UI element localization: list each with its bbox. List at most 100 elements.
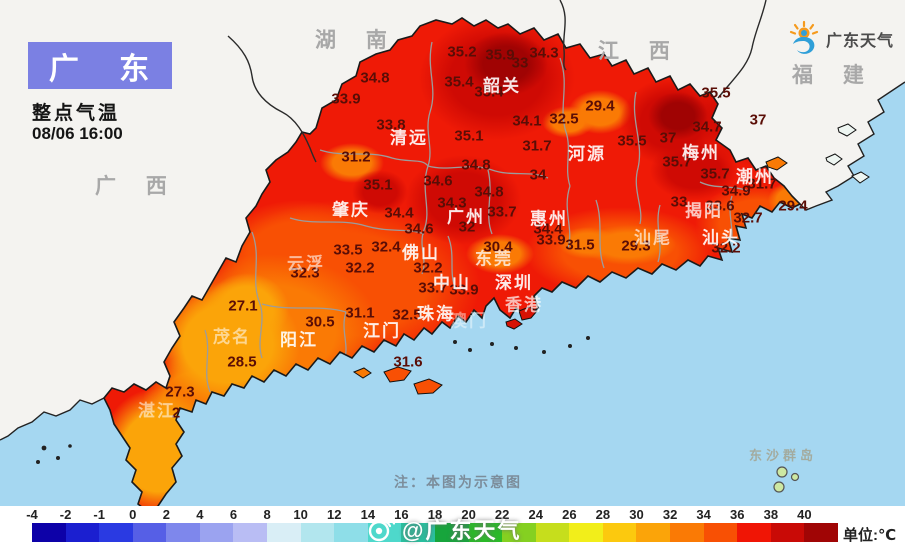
station-value: 35.1 <box>454 127 484 145</box>
station-value: 34.6 <box>423 172 453 190</box>
legend-segment <box>99 523 133 542</box>
station-value: 35.7 <box>662 153 692 171</box>
prefecture-borders <box>204 41 751 393</box>
station-value: 32.7 <box>733 209 763 227</box>
station-value: 32.2 <box>711 239 741 257</box>
station-value: 35.4 <box>444 73 474 91</box>
station-value: 33.9 <box>449 281 479 299</box>
dongsha-islands <box>773 466 800 493</box>
station-value: 37 <box>749 111 767 129</box>
legend-segment <box>132 523 167 542</box>
sun-swirl-icon <box>789 20 819 54</box>
station-value: 27.1 <box>228 297 258 315</box>
station-value: 31.1 <box>345 304 375 322</box>
legend-segment <box>166 523 200 542</box>
city-label: 韶关 <box>483 76 521 96</box>
city-label: 茂名 <box>213 327 251 347</box>
city-label: 江门 <box>363 321 401 341</box>
station-value: 34.9 <box>721 182 751 200</box>
station-value: 35.1 <box>363 176 393 194</box>
legend-segment <box>334 523 368 542</box>
city-label: 东莞 <box>475 249 513 269</box>
station-value: 32.5 <box>392 306 422 324</box>
station-value: 29.4 <box>778 197 808 215</box>
station-value: 29.3 <box>621 237 651 255</box>
city-label: 汕头 <box>702 228 740 248</box>
station-value: 34 <box>529 166 547 184</box>
city-label: 中山 <box>433 273 471 293</box>
city-label: 汕尾 <box>634 228 672 248</box>
city-label: 肇庆 <box>332 200 370 220</box>
legend-tick: 28 <box>595 507 611 522</box>
legend-tick: 34 <box>696 507 711 522</box>
legend-segment <box>233 523 268 542</box>
neighbor-borders <box>227 0 767 163</box>
legend-tick: -4 <box>26 507 38 522</box>
station-value: 33.6 <box>705 197 735 215</box>
legend-tick: 14 <box>360 507 376 522</box>
city-label: 河源 <box>568 144 606 164</box>
weibo-handle: @广东天气 <box>402 518 522 543</box>
legend-segment <box>669 523 704 542</box>
map-datetime: 08/06 16:00 <box>32 124 123 143</box>
station-value: 27.3 <box>165 383 195 401</box>
legend-tick: -2 <box>59 507 72 522</box>
station-value: 28.5 <box>227 353 257 371</box>
station-value: 34.8 <box>461 156 491 174</box>
legend-segment <box>434 523 469 542</box>
city-label: 澳门 <box>450 311 488 331</box>
station-value: 30.5 <box>305 313 335 331</box>
station-value: 32 <box>458 218 476 236</box>
legend-tick: 36 <box>730 507 745 522</box>
legend-segment <box>804 523 838 542</box>
station-value: 34.4 <box>384 204 414 222</box>
station-value: 32.3 <box>290 264 320 282</box>
legend-tick: 18 <box>427 507 443 522</box>
legend-tick: 12 <box>327 507 342 522</box>
legend-tick: 16 <box>394 507 409 522</box>
station-value: 31.7 <box>747 175 777 193</box>
city-label: 广州 <box>447 207 485 227</box>
legend-tick: 0 <box>129 507 137 522</box>
station-value: 29.4 <box>585 97 615 115</box>
weibo-watermark: @广东天气 <box>366 513 521 545</box>
legend-segment <box>199 523 234 542</box>
city-label: 湛江 <box>138 401 176 421</box>
city-label: 潮州 <box>736 167 774 187</box>
legend-bar <box>32 523 838 542</box>
legend-segment <box>636 523 670 542</box>
city-label: 揭阳 <box>685 201 723 221</box>
station-value: 33 <box>670 193 688 211</box>
station-value: 34.6 <box>404 220 434 238</box>
fujian-coastline <box>799 81 905 211</box>
guangxi-coastline <box>0 397 105 441</box>
legend-tick: 32 <box>662 507 678 522</box>
legend-segment <box>367 523 402 542</box>
legend-segment <box>468 523 503 542</box>
province-label: 湖 南 <box>315 29 399 52</box>
map-note: 注：本图为示意图 <box>394 474 522 490</box>
legend-segment <box>602 523 637 542</box>
station-value: 32.2 <box>345 259 375 277</box>
station-value: 33.5 <box>333 241 363 259</box>
province-label: 广 西 <box>95 175 179 198</box>
station-value: 31.6 <box>393 353 423 371</box>
legend-tick: 22 <box>494 507 510 522</box>
station-value: 34.3 <box>529 44 559 62</box>
sea <box>0 82 905 559</box>
city-label: 清远 <box>390 128 428 148</box>
station-value: 37 <box>659 129 677 147</box>
station-value: 33.7 <box>418 279 448 297</box>
station-value: 30.4 <box>483 238 513 256</box>
legend-segment <box>703 523 738 542</box>
legend-tick: 8 <box>263 507 271 522</box>
station-value: 35.2 <box>447 43 477 61</box>
city-label: 佛山 <box>402 243 440 263</box>
legend-tick: 10 <box>293 507 308 522</box>
legend-segment <box>569 523 603 542</box>
station-value: 34.7 <box>692 118 722 136</box>
station-value: 35.5 <box>617 132 647 150</box>
station-value: 35.4 <box>474 83 504 101</box>
